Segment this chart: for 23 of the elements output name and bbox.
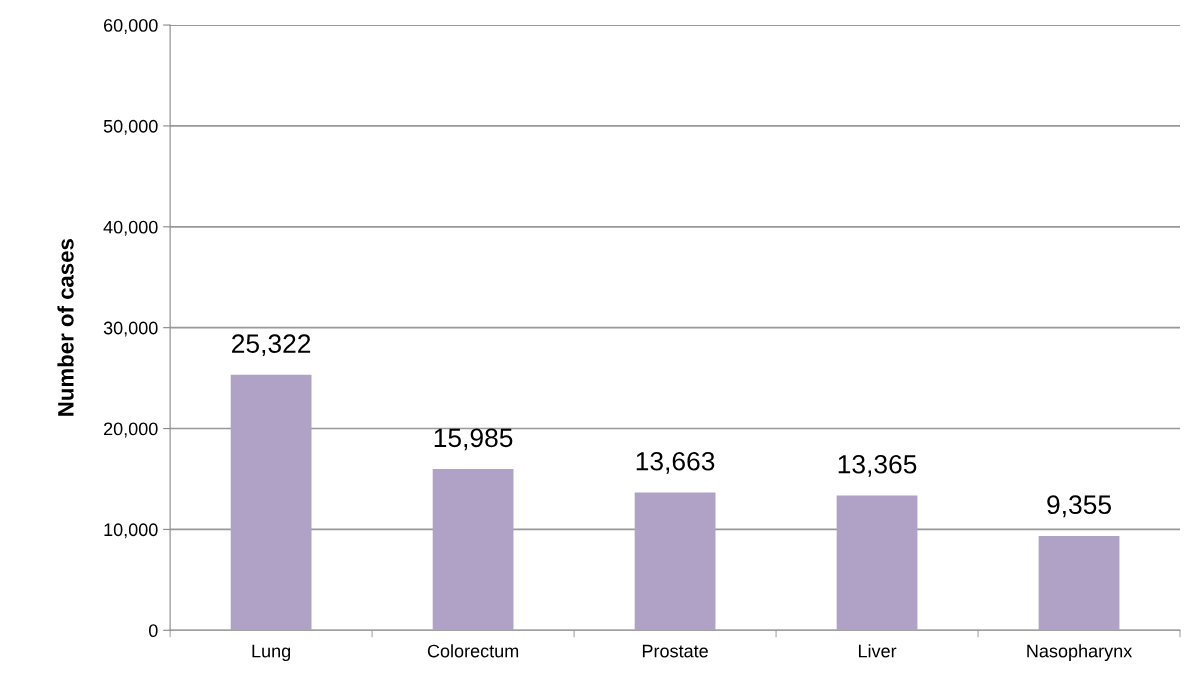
- x-tick-label: Lung: [252, 644, 291, 662]
- x-tick-label: Prostate: [642, 644, 708, 658]
- x-tick-label: Nasopharynx: [1027, 644, 1133, 662]
- data-label: 15,985: [434, 428, 513, 451]
- bar: [836, 495, 918, 631]
- y-tick-label: 10,000: [104, 523, 158, 539]
- bar: [230, 374, 312, 631]
- y-tick-label: 50,000: [103, 119, 158, 135]
- x-tick-label: Colorectum: [427, 644, 519, 658]
- x-tick-label: Liver: [858, 644, 897, 658]
- data-label: 9,355: [1047, 495, 1111, 518]
- data-label: 13,663: [636, 451, 715, 474]
- y-tick-label: 40,000: [103, 220, 158, 236]
- y-tick-label: 20,000: [104, 422, 158, 438]
- y-tick-label: 30,000: [103, 321, 158, 337]
- y-axis-title: Number of cases: [57, 239, 74, 416]
- data-label: 13,365: [838, 454, 917, 477]
- bar: [432, 469, 514, 631]
- y-tick-label: 60,000: [104, 18, 158, 34]
- data-label: 25,322: [232, 334, 311, 357]
- bar: [634, 492, 716, 631]
- bar: [1038, 535, 1120, 631]
- y-tick-label: 0: [148, 624, 158, 638]
